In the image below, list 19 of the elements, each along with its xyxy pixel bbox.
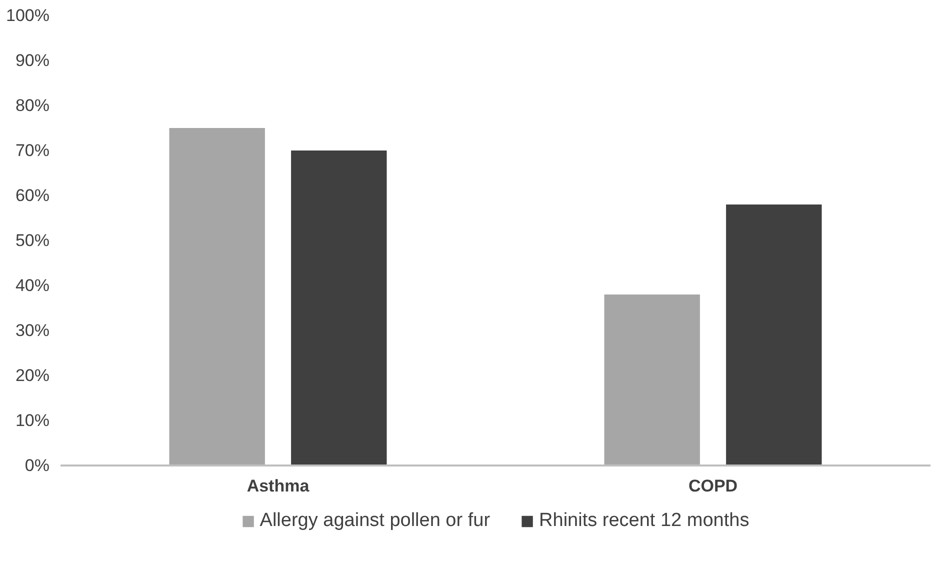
bar [291,150,387,466]
legend-label: Allergy against pollen or fur [260,510,490,532]
y-tick-label: 60% [15,186,50,205]
bar [726,204,822,466]
y-tick-label: 20% [15,366,50,385]
bar [169,128,265,466]
y-tick-label: 0% [24,456,50,475]
y-tick-label: 100% [6,6,50,25]
x-tick-label: COPD [688,476,738,496]
y-tick-label: 30% [15,321,50,340]
y-tick-label: 10% [15,411,50,430]
y-tick-label: 90% [15,51,50,70]
legend-label: Rhinits recent 12 months [539,510,750,532]
y-tick-label: 70% [15,141,50,160]
y-tick-label: 80% [15,96,50,115]
x-tick-label: Asthma [246,476,310,496]
y-tick-label: 50% [15,231,50,250]
y-tick-label: 40% [15,276,50,295]
bar [604,294,700,466]
